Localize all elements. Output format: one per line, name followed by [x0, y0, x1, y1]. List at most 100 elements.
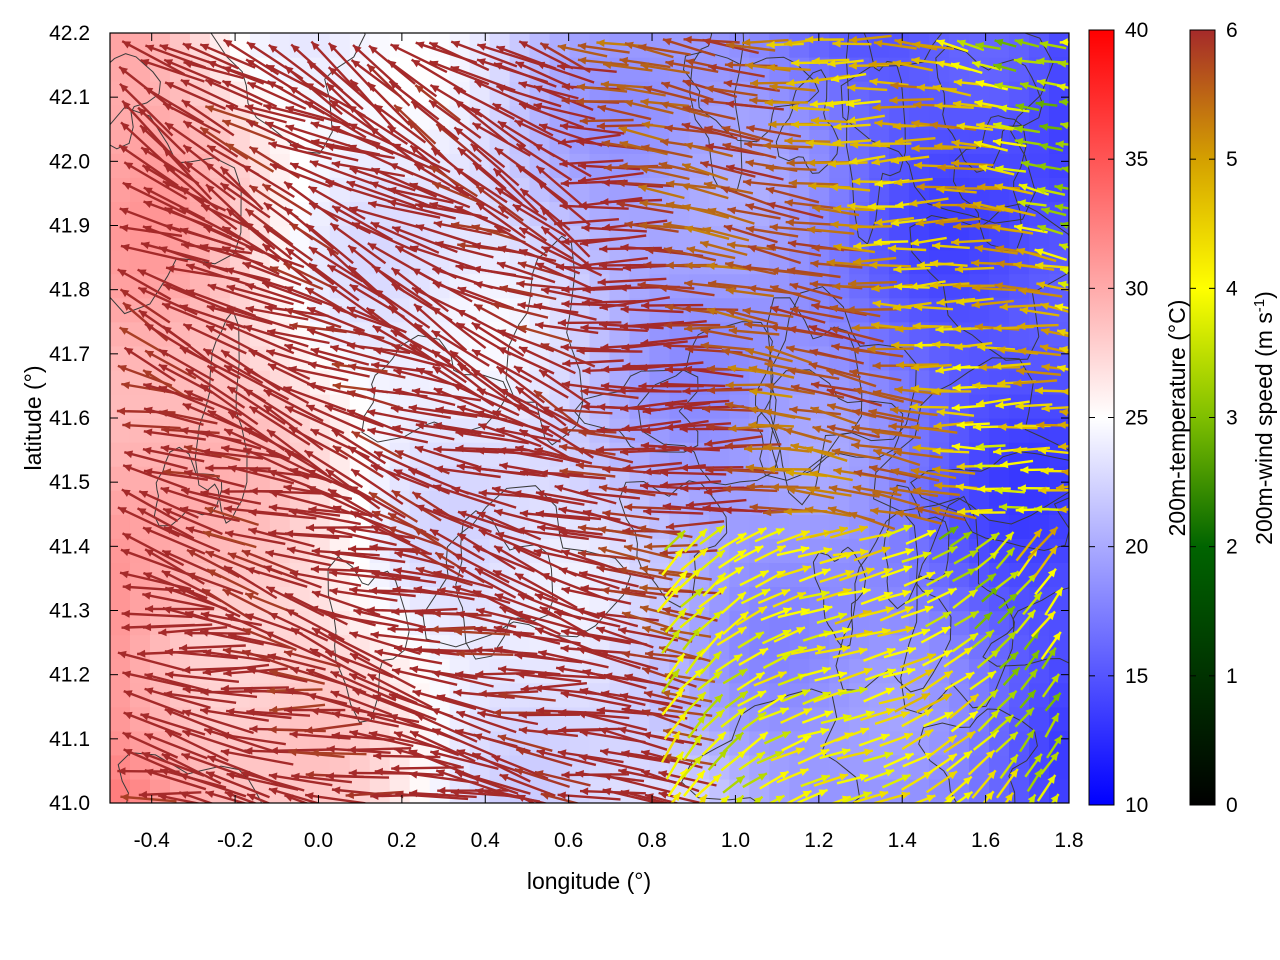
temperature-cell — [269, 33, 291, 58]
wind-vector — [329, 589, 398, 602]
wind-vector-head — [658, 770, 668, 778]
wind-vector — [387, 512, 440, 542]
wind-vector-head — [367, 243, 377, 251]
wind-vector — [350, 567, 421, 580]
wind-vector-head — [869, 464, 878, 473]
temperature-cell — [249, 538, 271, 563]
wind-vector-head — [269, 669, 279, 677]
wind-vector-head — [985, 750, 995, 759]
wind-vector — [578, 754, 645, 772]
temperature-cell — [529, 321, 551, 347]
wind-vector-head — [916, 182, 925, 191]
wind-vector-head — [309, 247, 318, 255]
wind-vector-head — [283, 706, 292, 714]
temperature-cell — [849, 105, 870, 130]
wind-vector-head — [675, 689, 684, 698]
wind-vector-head — [262, 243, 272, 252]
wind-vector-head — [781, 654, 791, 662]
wind-vector-head — [226, 284, 236, 293]
temperature-cell — [129, 562, 151, 588]
wind-vector — [492, 569, 559, 602]
wind-vector-head — [904, 753, 914, 761]
wind-vector — [311, 590, 381, 617]
wind-vector-head — [269, 266, 279, 274]
wind-vector — [222, 588, 275, 617]
wind-vector-head — [661, 81, 671, 89]
wind-vector-head — [165, 122, 174, 131]
wind-vector-head — [517, 261, 527, 269]
wind-vector — [283, 794, 310, 803]
wind-vector — [373, 754, 441, 759]
wind-vector — [620, 307, 684, 314]
wind-vector-head — [890, 467, 900, 476]
wind-vector — [559, 159, 624, 166]
wind-vector-head — [561, 586, 571, 595]
wind-vector-head — [245, 222, 254, 231]
wind-vector-head — [416, 368, 426, 376]
wind-vector-head — [122, 100, 131, 110]
temperature-cell — [769, 778, 790, 803]
wind-vector-head — [534, 593, 544, 601]
wind-vector — [684, 325, 736, 331]
contour-line — [194, 309, 248, 524]
temperature-cell — [549, 730, 571, 756]
wind-vector-head — [246, 567, 255, 575]
wind-vector-head — [325, 180, 335, 188]
wind-vector-head — [827, 59, 836, 68]
wind-vector — [641, 626, 693, 643]
wind-vector-head — [539, 727, 548, 736]
wind-vector-head — [162, 303, 171, 311]
wind-vector-head — [185, 368, 195, 377]
wind-vector — [291, 774, 353, 784]
wind-vector-head — [353, 608, 363, 616]
wind-vector-head — [765, 186, 775, 195]
wind-vector-head — [924, 605, 934, 613]
wind-vector-head — [369, 543, 378, 552]
temperature-cell — [1029, 321, 1050, 347]
wind-vector-head — [859, 548, 869, 556]
wind-vector-head — [408, 468, 418, 476]
wind-vector-head — [1038, 486, 1047, 495]
wind-vector-head — [452, 384, 462, 392]
wind-vector-head — [432, 728, 442, 736]
wind-vector-head — [410, 145, 420, 154]
wind-vector-head — [853, 241, 862, 250]
wind-vector-head — [674, 548, 683, 558]
wind-vector — [123, 451, 188, 470]
wind-vector — [533, 549, 604, 567]
wind-vector-head — [705, 85, 714, 93]
wind-vector — [728, 329, 780, 336]
wind-vector — [163, 526, 221, 553]
wind-vector-head — [513, 546, 523, 554]
wind-vector-head — [642, 667, 651, 675]
wind-vector-head — [540, 406, 550, 414]
wind-vector — [558, 567, 620, 590]
wind-vector-head — [517, 794, 526, 802]
wind-vector-head — [119, 327, 129, 335]
wind-vector — [475, 201, 526, 239]
wind-vector-head — [454, 627, 463, 636]
wind-vector — [453, 126, 506, 169]
wind-vector-head — [121, 122, 130, 131]
wind-vector-head — [1018, 287, 1027, 295]
wind-vector-head — [394, 550, 404, 559]
wind-vector — [554, 218, 619, 226]
wind-vector-head — [122, 670, 132, 679]
wind-vector-head — [828, 506, 837, 514]
wind-vector — [263, 224, 314, 262]
temperature-cell — [110, 538, 131, 563]
wind-vector — [123, 689, 185, 716]
wind-vector-head — [366, 409, 376, 417]
wind-vector-head — [621, 343, 630, 352]
wind-vector-head — [207, 60, 217, 69]
wind-vector-head — [624, 503, 633, 512]
wind-vector-head — [790, 442, 800, 451]
wind-vector — [371, 264, 433, 307]
wind-vector-head — [409, 182, 419, 191]
wind-vector-head — [782, 607, 792, 615]
wind-vector — [120, 548, 190, 576]
wind-vector — [618, 567, 673, 581]
wind-vector — [456, 308, 517, 343]
wind-vector-head — [475, 787, 484, 796]
wind-vector-head — [285, 248, 295, 257]
